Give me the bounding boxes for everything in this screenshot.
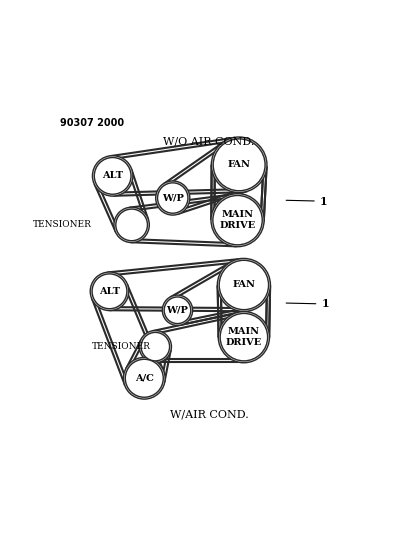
Circle shape [219,260,268,310]
Circle shape [162,295,193,326]
Circle shape [93,156,133,196]
Text: A/C: A/C [135,374,154,383]
Text: FAN: FAN [233,280,255,289]
Circle shape [125,359,163,397]
Circle shape [114,207,149,243]
Circle shape [218,311,270,363]
Circle shape [213,196,262,245]
Circle shape [164,297,191,324]
Circle shape [92,274,127,309]
Circle shape [211,193,264,247]
Text: FAN: FAN [228,160,251,169]
Text: 1: 1 [286,298,329,310]
Text: MAIN
DRIVE: MAIN DRIVE [220,211,256,230]
Text: ALT: ALT [99,287,120,296]
Circle shape [94,158,131,194]
Text: W/O AIR COND.: W/O AIR COND. [164,136,255,146]
Circle shape [220,313,268,361]
Text: 1: 1 [286,196,327,207]
Circle shape [123,358,165,399]
Circle shape [139,330,171,363]
Text: W/P: W/P [162,193,184,203]
Circle shape [156,181,190,215]
Text: 90307 2000: 90307 2000 [60,118,124,128]
Circle shape [157,183,188,213]
Text: TENSIONER: TENSIONER [33,221,92,229]
Text: W/P: W/P [166,306,188,315]
Circle shape [211,137,267,192]
Circle shape [141,333,170,361]
Text: MAIN
DRIVE: MAIN DRIVE [226,327,262,347]
Circle shape [213,139,265,191]
Circle shape [217,259,271,311]
Text: W/AIR COND.: W/AIR COND. [170,410,248,419]
Circle shape [90,272,129,311]
Text: ALT: ALT [102,172,123,180]
Text: TENSIONER: TENSIONER [92,342,151,351]
Circle shape [116,209,147,241]
